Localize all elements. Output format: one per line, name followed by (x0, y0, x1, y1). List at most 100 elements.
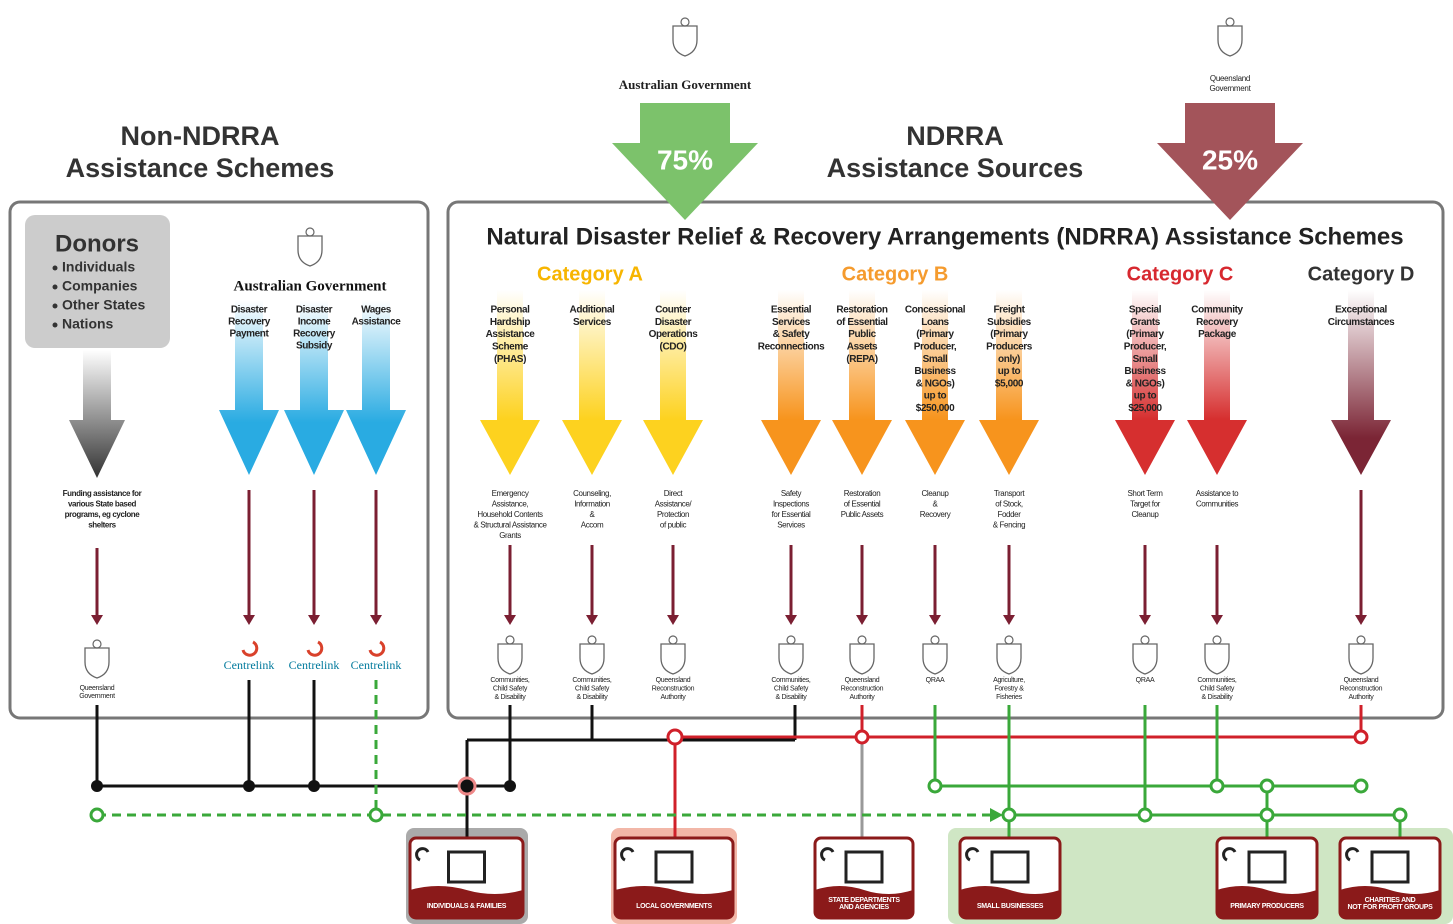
scheme-name: Exceptional (1335, 305, 1387, 316)
scheme-name: up to (998, 366, 1021, 377)
node (1001, 807, 1017, 823)
crest-icon (1204, 643, 1230, 675)
green-dashed (97, 680, 995, 817)
scheme-name: (Primary (990, 329, 1028, 340)
outcome-text: & (933, 500, 939, 509)
scheme-name: Disaster (655, 317, 692, 328)
scheme-name: Assets (847, 342, 878, 353)
scheme-name: Freight (993, 305, 1025, 316)
connector-head (856, 615, 868, 625)
crest-icon (505, 635, 515, 645)
scheme-arrow (832, 290, 892, 475)
category-title: Category D (1308, 263, 1415, 285)
scheme-arrow (346, 300, 406, 475)
scheme-name: Business (914, 366, 956, 377)
funding-arrow (612, 103, 758, 220)
crest-icon (1217, 25, 1243, 57)
funding-share: 25% (1202, 144, 1258, 175)
crest-icon (668, 635, 678, 645)
outcome-text: Cleanup (1131, 510, 1159, 519)
red-lines (673, 705, 1363, 838)
business-backdrop (948, 828, 1453, 924)
scheme-name: Services (772, 317, 811, 328)
agency-label: Authority (661, 694, 687, 701)
recipient-logo (1222, 847, 1237, 862)
scheme-name: Public (848, 329, 876, 340)
outcome-text: Safety (781, 489, 802, 498)
agency-label: Communities, (1197, 677, 1237, 684)
scheme-name: Producers (986, 342, 1033, 353)
outcome-text: Fodder (998, 510, 1022, 519)
scheme-name: $5,000 (995, 378, 1024, 389)
recipient-label: LOCAL GOVERNMENTS (636, 903, 712, 910)
scheme-name: (PHAS) (494, 354, 526, 365)
scheme-name: & Safety (773, 329, 811, 340)
crest-icon (857, 635, 867, 645)
scheme-name: Payment (230, 329, 270, 340)
scheme-name: Additional (570, 305, 616, 316)
recipient-logo (965, 847, 980, 862)
crest-icon (680, 17, 690, 27)
outcome-text: Assistance, (492, 500, 529, 509)
recipient-logo (820, 847, 835, 862)
scheme-name: Disaster (296, 305, 333, 316)
node (1353, 729, 1369, 745)
agency-label: Centrelink (289, 658, 340, 672)
node (243, 780, 255, 792)
scheme-name: up to (1134, 391, 1157, 402)
outcome-text: Emergency (492, 489, 529, 498)
scheme-name: Subsidies (987, 317, 1031, 328)
connector-head (91, 615, 103, 625)
donors-box (25, 215, 170, 348)
outcome-text: Recovery (920, 510, 951, 519)
node (666, 728, 684, 746)
agency-label: QRAA (926, 677, 945, 684)
node (91, 780, 103, 792)
scheme-arrow (1115, 290, 1175, 475)
connector-head (667, 615, 679, 625)
outcome-text: of Stock, (995, 500, 1023, 509)
node (1259, 778, 1275, 794)
recipient-logo (415, 847, 430, 862)
donor-item: Companies (62, 278, 138, 294)
scheme-name: Recovery (293, 329, 336, 340)
node (1353, 778, 1369, 794)
bullet (52, 303, 58, 309)
connector-head (785, 615, 797, 625)
scheme-name: Income (298, 317, 331, 328)
crest-icon (996, 643, 1022, 675)
recipient-logo (1345, 847, 1360, 862)
agency-label: Child Safety (575, 685, 610, 692)
recipient-band (1340, 886, 1440, 918)
node (1392, 807, 1408, 823)
connector-head (1139, 615, 1151, 625)
crest-icon (672, 25, 698, 57)
non-ndrra-panel (8, 200, 430, 720)
scheme-name: Scheme (492, 342, 529, 353)
node (1137, 807, 1153, 823)
agency-label: & Disability (494, 694, 526, 701)
bullet (52, 284, 58, 290)
agency-label: & Disability (775, 694, 807, 701)
network (95, 680, 1402, 838)
scheme-name: Circumstances (1328, 317, 1395, 328)
agency-label: Communities, (490, 677, 530, 684)
scheme-name: of Essential (836, 317, 888, 328)
recipient-icon (990, 850, 1030, 884)
scheme-name: & NGOs) (1126, 378, 1165, 389)
scheme-arrow (979, 290, 1039, 475)
outcome-text: & (590, 510, 596, 519)
crest-icon (92, 639, 102, 649)
scheme-arrow (1187, 290, 1247, 475)
node (89, 807, 105, 823)
crest-icon (786, 635, 796, 645)
outcome-text: Assistance to (1196, 489, 1239, 498)
government-label: Australian Government (234, 278, 387, 294)
agency-label: Child Safety (1200, 685, 1235, 692)
section-title: NDRRA (906, 121, 1004, 151)
recipient-label: AND AGENCIES (839, 904, 889, 911)
recipient-band (410, 886, 523, 918)
scheme-name: Personal (490, 305, 530, 316)
scheme-name: Producer, (914, 342, 957, 353)
